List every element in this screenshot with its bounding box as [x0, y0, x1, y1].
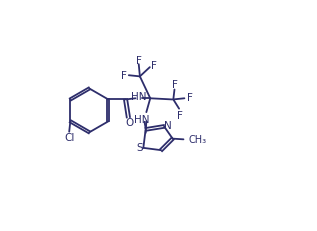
Text: HN: HN: [134, 114, 150, 124]
Text: S: S: [136, 143, 143, 152]
Text: F: F: [187, 93, 193, 103]
Text: F: F: [177, 111, 183, 121]
Text: F: F: [172, 80, 178, 90]
Text: O: O: [126, 117, 134, 127]
Text: F: F: [151, 61, 157, 70]
Text: Cl: Cl: [64, 133, 74, 143]
Text: CH₃: CH₃: [189, 135, 207, 145]
Text: F: F: [136, 56, 142, 66]
Text: N: N: [164, 120, 172, 130]
Text: F: F: [121, 71, 127, 81]
Text: HN: HN: [131, 92, 147, 102]
